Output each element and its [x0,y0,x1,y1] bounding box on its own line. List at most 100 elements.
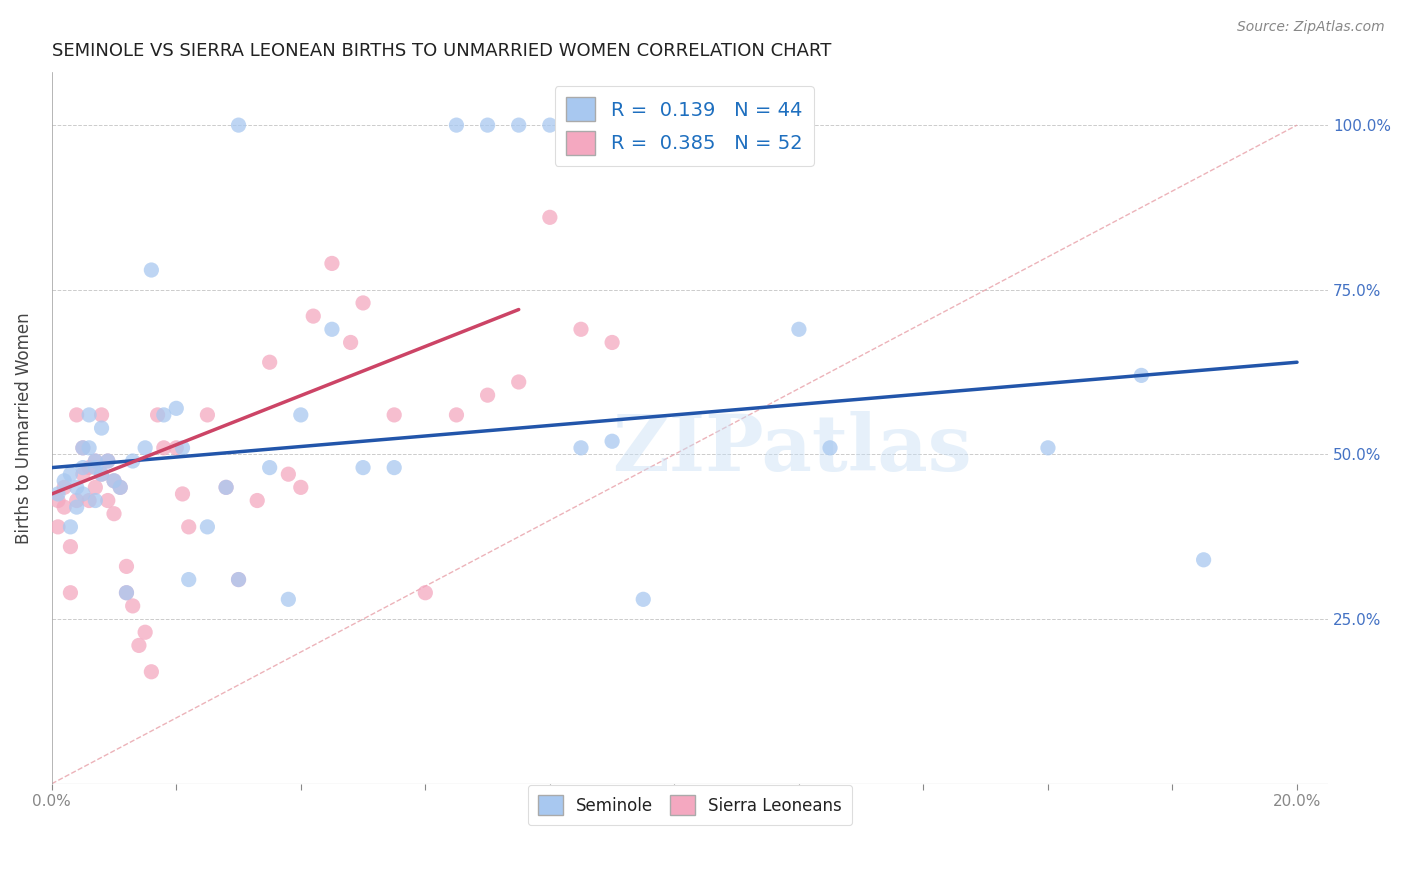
Point [508,118,530,132]
Point [77,493,100,508]
Point [352,296,374,310]
Point [259,355,281,369]
Y-axis label: Births to Unmarried Women: Births to Unmarried Women [15,312,32,544]
Point [97,493,120,508]
Point [46,520,69,534]
Text: Source: ZipAtlas.com: Source: ZipAtlas.com [1237,20,1385,34]
Point [153,441,176,455]
Point [53,474,76,488]
Point [382,460,405,475]
Point [66,480,89,494]
Point [228,573,250,587]
Point [569,441,592,455]
Point [46,493,69,508]
Point [77,441,100,455]
Point [134,441,156,455]
Point [1036,441,1059,455]
Point [128,639,150,653]
Point [538,118,561,132]
Point [172,487,194,501]
Point [72,441,94,455]
Point [59,540,82,554]
Point [84,480,107,494]
Point [90,467,112,482]
Point [277,467,299,482]
Point [446,118,468,132]
Point [228,573,250,587]
Point [141,263,163,277]
Point [787,322,810,336]
Point [600,434,623,449]
Point [228,118,250,132]
Point [1130,368,1153,383]
Point [172,441,194,455]
Point [446,408,468,422]
Point [103,507,125,521]
Point [508,375,530,389]
Text: SEMINOLE VS SIERRA LEONEAN BIRTHS TO UNMARRIED WOMEN CORRELATION CHART: SEMINOLE VS SIERRA LEONEAN BIRTHS TO UNM… [52,42,831,60]
Point [352,460,374,475]
Point [215,480,238,494]
Point [72,487,94,501]
Point [72,467,94,482]
Point [415,586,437,600]
Point [177,573,200,587]
Point [84,454,107,468]
Point [90,408,112,422]
Point [165,441,187,455]
Point [538,211,561,225]
Point [84,454,107,468]
Point [72,460,94,475]
Point [1192,553,1215,567]
Point [569,322,592,336]
Point [290,408,312,422]
Point [90,421,112,435]
Point [302,309,325,323]
Point [115,586,138,600]
Point [146,408,169,422]
Point [84,493,107,508]
Point [177,520,200,534]
Point [197,408,219,422]
Point [259,460,281,475]
Point [66,408,89,422]
Point [59,586,82,600]
Point [197,520,219,534]
Point [321,256,343,270]
Point [103,474,125,488]
Point [72,441,94,455]
Text: ZIPatlas: ZIPatlas [612,411,972,487]
Point [477,118,499,132]
Point [110,480,132,494]
Point [569,118,592,132]
Legend: Seminole, Sierra Leoneans: Seminole, Sierra Leoneans [527,785,852,825]
Point [153,408,176,422]
Point [321,322,343,336]
Point [103,474,125,488]
Point [165,401,187,416]
Point [90,467,112,482]
Point [115,586,138,600]
Point [77,408,100,422]
Point [59,467,82,482]
Point [46,487,69,501]
Point [633,592,655,607]
Point [97,454,120,468]
Point [115,559,138,574]
Point [66,500,89,515]
Point [66,493,89,508]
Point [246,493,269,508]
Point [600,335,623,350]
Point [110,480,132,494]
Point [290,480,312,494]
Point [97,454,120,468]
Point [53,500,76,515]
Point [818,441,841,455]
Point [134,625,156,640]
Point [53,480,76,494]
Point [84,460,107,475]
Point [277,592,299,607]
Point [121,599,143,613]
Point [382,408,405,422]
Point [59,520,82,534]
